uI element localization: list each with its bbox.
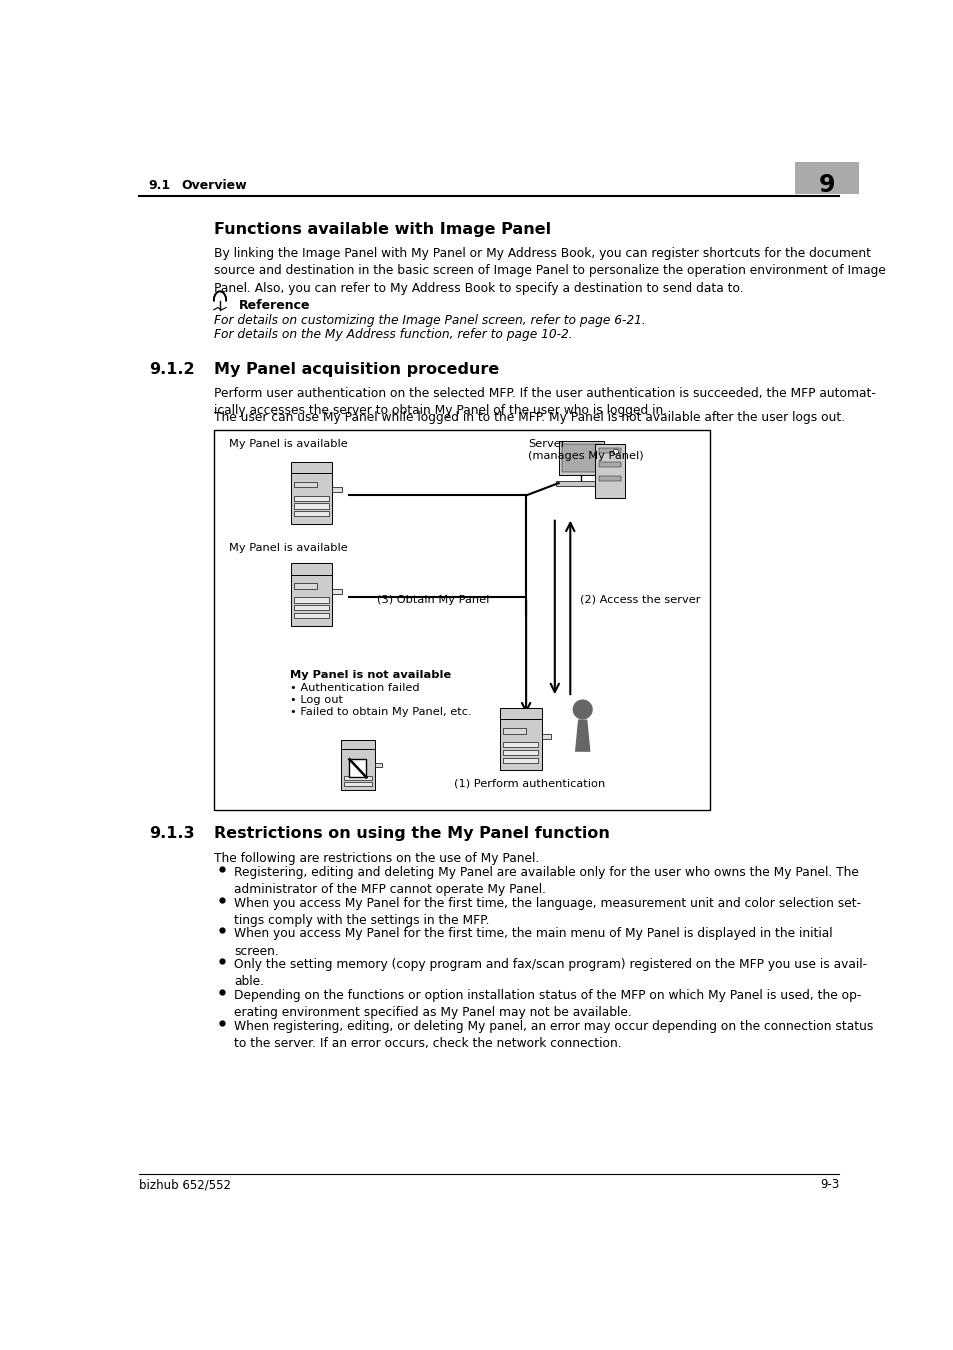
Text: • Authentication failed: • Authentication failed [290, 683, 419, 693]
Text: When you access My Panel for the first time, the main menu of My Panel is displa: When you access My Panel for the first t… [233, 927, 832, 957]
Text: Registering, editing and deleting My Panel are available only for the user who o: Registering, editing and deleting My Pan… [233, 865, 858, 896]
Bar [556, 481, 602, 486]
Text: Reference: Reference [239, 300, 311, 312]
Bar [595, 444, 624, 498]
Text: Server
(manages My Panel): Server (manages My Panel) [528, 439, 643, 460]
Bar [294, 512, 329, 516]
Text: bizhub 652/552: bizhub 652/552 [138, 1179, 231, 1192]
Bar [343, 782, 372, 786]
Bar [598, 477, 620, 481]
Text: By linking the Image Panel with My Panel or My Address Book, you can register sh: By linking the Image Panel with My Panel… [213, 247, 884, 294]
Text: Depending on the functions or option installation status of the MFP on which My : Depending on the functions or option ins… [233, 990, 861, 1019]
Bar [499, 707, 541, 720]
Bar [375, 763, 381, 767]
Bar [294, 504, 329, 509]
Bar [502, 743, 537, 748]
Text: Restrictions on using the My Panel function: Restrictions on using the My Panel funct… [213, 826, 609, 841]
Bar [294, 598, 329, 602]
Circle shape [604, 481, 610, 487]
Text: 9.1.3: 9.1.3 [149, 826, 194, 841]
Bar [294, 495, 329, 501]
Text: When you access My Panel for the first time, the language, measurement unit and : When you access My Panel for the first t… [233, 896, 861, 927]
Bar [332, 589, 341, 594]
Bar [343, 776, 372, 780]
Text: My Panel acquisition procedure: My Panel acquisition procedure [213, 362, 498, 377]
Text: The following are restrictions on the use of My Panel.: The following are restrictions on the us… [213, 852, 538, 865]
Bar [291, 563, 332, 575]
Text: 9-3: 9-3 [820, 1179, 839, 1192]
Text: Functions available with Image Panel: Functions available with Image Panel [213, 221, 550, 238]
Bar [291, 575, 332, 625]
Bar [294, 482, 316, 487]
Text: Overview: Overview [181, 178, 247, 192]
Bar [349, 759, 366, 778]
Text: 9.1: 9.1 [149, 178, 171, 192]
Text: My Panel is available: My Panel is available [229, 543, 348, 554]
Text: For details on the My Address function, refer to page 10-2.: For details on the My Address function, … [213, 328, 572, 342]
Text: 9.1.2: 9.1.2 [149, 362, 194, 377]
Bar [340, 740, 375, 749]
Bar [561, 444, 599, 471]
Text: Only the setting memory (copy program and fax/scan program) registered on the MF: Only the setting memory (copy program an… [233, 958, 866, 988]
Text: Perform user authentication on the selected MFP. If the user authentication is s: Perform user authentication on the selec… [213, 387, 875, 417]
Bar [598, 448, 620, 454]
Bar [794, 162, 858, 194]
Bar [294, 605, 329, 610]
Text: The user can use My Panel while logged in to the MFP. My Panel is not available : The user can use My Panel while logged i… [213, 412, 844, 424]
Bar [291, 462, 332, 472]
Bar [291, 472, 332, 524]
Bar [332, 487, 341, 493]
Bar [294, 583, 316, 589]
Text: My Panel is not available: My Panel is not available [290, 670, 451, 680]
Bar [213, 429, 709, 810]
Text: (1) Perform authentication: (1) Perform authentication [454, 778, 604, 788]
Text: 9: 9 [818, 173, 834, 197]
Text: My Panel is available: My Panel is available [229, 439, 348, 450]
Text: • Failed to obtain My Panel, etc.: • Failed to obtain My Panel, etc. [290, 707, 471, 717]
Text: For details on customizing the Image Panel screen, refer to page 6-21.: For details on customizing the Image Pan… [213, 315, 645, 328]
Bar [502, 749, 537, 755]
Bar [499, 720, 541, 771]
Bar [294, 613, 329, 618]
Bar [558, 440, 603, 475]
Bar [598, 462, 620, 467]
Text: (2) Access the server: (2) Access the server [579, 595, 700, 605]
Text: When registering, editing, or deleting My panel, an error may occur depending on: When registering, editing, or deleting M… [233, 1019, 872, 1050]
Polygon shape [575, 720, 590, 752]
Circle shape [613, 450, 618, 455]
Text: (3) Obtain My Panel: (3) Obtain My Panel [376, 595, 489, 605]
Text: • Log out: • Log out [290, 695, 342, 705]
Bar [541, 733, 550, 738]
Bar [340, 749, 375, 790]
Circle shape [572, 699, 592, 720]
Bar [502, 757, 537, 763]
Bar [502, 728, 526, 733]
